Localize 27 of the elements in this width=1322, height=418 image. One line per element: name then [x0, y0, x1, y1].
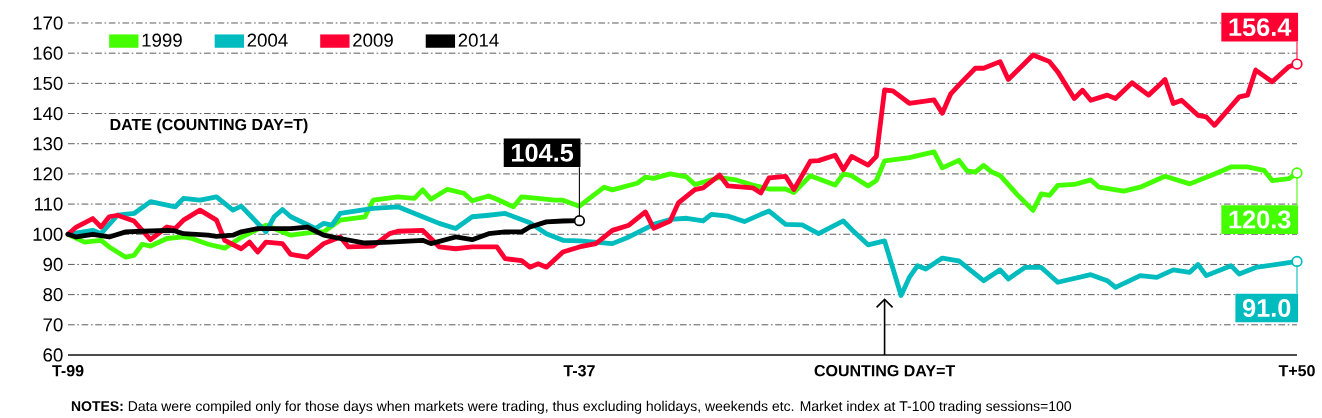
annotation: 91.0: [1242, 299, 1291, 317]
y-tick-label: 100: [33, 227, 63, 241]
x-tick-label: T-37: [563, 365, 595, 377]
y-tick-label: 120: [33, 167, 63, 181]
annotation: 156.4: [1229, 18, 1292, 37]
annotation: 104.5: [512, 143, 574, 162]
x-tick-label: T+50: [1278, 365, 1315, 377]
y-tick-label: 60: [43, 348, 63, 362]
y-tick-label: 140: [33, 106, 63, 121]
legend-label: 2014: [458, 33, 499, 47]
annotation: 120.3: [1229, 210, 1291, 229]
annotation: DATE (COUNTING DAY=T): [110, 118, 308, 134]
y-tick-label: 90: [43, 257, 63, 272]
legend-label: 1999: [142, 33, 182, 47]
x-tick-label: T-99: [52, 365, 84, 377]
text: NOTES: Data were compiled only for those days when markets were trading, thus excluding holidays, weekends etc. Market index at T-100 trading sessions=100: [71, 400, 1072, 414]
point: [573, 215, 586, 227]
y-tick-label: 130: [33, 137, 63, 151]
legend-label: 2009: [353, 33, 393, 47]
y-tick-label: 110: [34, 197, 63, 211]
legend-label: 2004: [247, 33, 288, 47]
y-tick-label: 160: [33, 46, 63, 60]
y-tick-label: 150: [33, 76, 63, 90]
x-tick-label: COUNTING DAY=T: [814, 365, 956, 377]
y-tick-label: 70: [43, 318, 63, 332]
y-tick-label: 170: [33, 16, 63, 30]
y-tick-label: 80: [43, 288, 63, 302]
